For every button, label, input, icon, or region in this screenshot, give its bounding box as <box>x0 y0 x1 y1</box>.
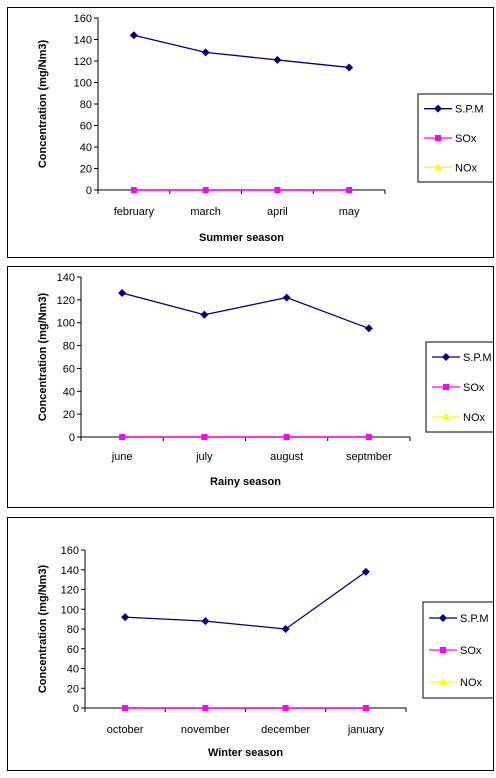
sox-point <box>203 187 209 193</box>
x-tick-label: november <box>181 724 230 736</box>
sox-point <box>119 434 125 440</box>
sox-point <box>274 187 280 193</box>
winter-chart-panel: 0 20 40 60 80 100 120 140 160 october november dece… <box>7 517 494 771</box>
spm-point <box>273 56 281 64</box>
spm-point <box>202 48 210 56</box>
spm-point <box>130 31 138 39</box>
spm-point <box>118 289 126 297</box>
spm-point <box>200 311 208 319</box>
y-tick-label: 120 <box>61 585 79 597</box>
x-tick-label: february <box>114 206 155 218</box>
y-tick-label: 160 <box>74 13 92 25</box>
y-tick-label: 60 <box>63 363 75 375</box>
y-tick-label: 0 <box>86 185 92 197</box>
spm-point <box>345 63 353 71</box>
legend-label: NOx <box>460 677 483 689</box>
winter-season-chart: 0 20 40 60 80 100 120 140 160 october november dece… <box>8 518 493 770</box>
y-tick-label: 40 <box>63 386 75 398</box>
y-tick-label: 0 <box>73 703 79 715</box>
rainy-chart-panel: 0 20 40 60 80 100 120 140 june july august septmber… <box>7 266 494 508</box>
y-tick-label: 60 <box>67 644 79 656</box>
legend-label: SOx <box>460 645 482 657</box>
sox-point <box>131 187 137 193</box>
legend-label: S.P.M <box>460 613 489 625</box>
sox-point <box>346 187 352 193</box>
sox-point <box>201 434 207 440</box>
y-tick-label: 140 <box>74 35 92 47</box>
x-axis-title: Rainy season <box>210 476 281 488</box>
y-tick-label: 100 <box>74 78 92 90</box>
spm-series-line <box>125 572 366 629</box>
summer-season-chart: 0 20 40 60 80 100 120 140 160 february march april m… <box>8 8 493 257</box>
spm-point <box>365 324 373 332</box>
legend-label: SOx <box>463 382 485 394</box>
sox-point <box>202 705 208 711</box>
x-axis-title: Winter season <box>208 747 283 759</box>
y-tick-label: 0 <box>69 432 75 444</box>
y-axis-title: Concentration (mg/Nm3) <box>37 292 49 421</box>
y-tick-label: 80 <box>63 341 75 353</box>
y-tick-label: 140 <box>57 272 75 284</box>
x-axis-title: Summer season <box>199 232 284 244</box>
legend-label: S.P.M <box>455 104 484 116</box>
spm-point <box>362 568 370 576</box>
y-tick-label: 40 <box>67 664 79 676</box>
legend-label: SOx <box>455 133 477 145</box>
spm-series-line <box>122 293 369 328</box>
x-tick-label: july <box>195 451 213 463</box>
legend-label: S.P.M <box>463 352 492 364</box>
y-tick-label: 160 <box>61 545 79 557</box>
x-tick-label: septmber <box>346 451 392 463</box>
sox-point <box>283 705 289 711</box>
y-axis-title: Concentration (mg/Nm3) <box>37 564 49 693</box>
y-tick-label: 20 <box>63 409 75 421</box>
spm-point <box>283 294 291 302</box>
x-tick-label: may <box>339 206 360 218</box>
y-tick-label: 120 <box>57 295 75 307</box>
sox-point <box>122 705 128 711</box>
spm-point <box>201 617 209 625</box>
legend-label: NOx <box>463 412 486 424</box>
x-tick-label: august <box>270 451 303 463</box>
y-tick-label: 20 <box>80 164 92 176</box>
summer-chart-panel: 0 20 40 60 80 100 120 140 160 february march april m… <box>7 7 494 258</box>
x-tick-label: october <box>107 724 144 736</box>
y-axis-title: Concentration (mg/Nm3) <box>37 39 49 168</box>
x-tick-label: april <box>267 206 288 218</box>
y-tick-label: 80 <box>67 624 79 636</box>
y-tick-label: 40 <box>80 142 92 154</box>
y-tick-label: 80 <box>80 99 92 111</box>
sox-point <box>363 705 369 711</box>
spm-point <box>282 625 290 633</box>
legend-marker-square <box>440 647 446 653</box>
y-tick-label: 100 <box>61 604 79 616</box>
y-tick-label: 20 <box>67 683 79 695</box>
sox-point <box>284 434 290 440</box>
legend-label: NOx <box>455 162 478 174</box>
x-tick-label: december <box>261 724 310 736</box>
y-tick-label: 60 <box>80 121 92 133</box>
y-tick-label: 120 <box>74 56 92 68</box>
x-tick-label: january <box>347 724 385 736</box>
y-tick-label: 140 <box>61 565 79 577</box>
legend-marker-square <box>443 384 449 390</box>
rainy-season-chart: 0 20 40 60 80 100 120 140 june july august septmber… <box>8 267 493 507</box>
legend-marker-square <box>435 135 441 141</box>
spm-point <box>121 613 129 621</box>
y-tick-label: 100 <box>57 318 75 330</box>
x-tick-label: june <box>111 451 133 463</box>
x-tick-label: march <box>190 206 221 218</box>
sox-point <box>366 434 372 440</box>
spm-series-line <box>134 35 349 67</box>
